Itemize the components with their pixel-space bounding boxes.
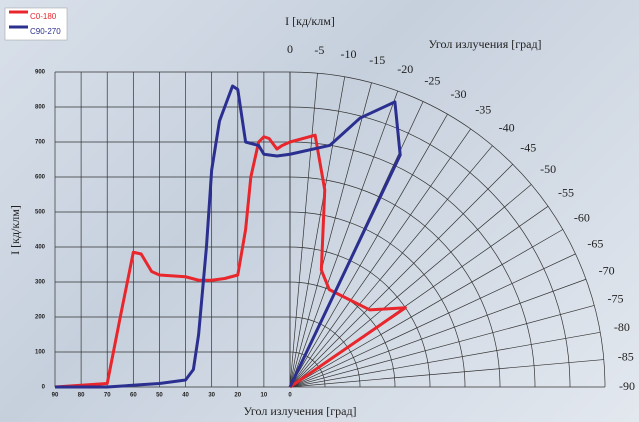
polar-tick-label: -80 <box>614 320 630 334</box>
polar-line <box>289 133 407 389</box>
polar-tick-label: -90 <box>619 379 635 393</box>
polar-spoke <box>289 76 346 388</box>
polar-spoke <box>289 82 372 388</box>
x-tick-label: 70 <box>104 393 111 399</box>
x-tick-label: 40 <box>182 393 189 399</box>
x-axis-label: Угол излучения [град] <box>243 404 356 418</box>
x-tick-label: 80 <box>78 393 85 399</box>
polar-tick-label: -55 <box>558 185 574 199</box>
polar-spoke <box>289 359 604 388</box>
y-tick-label: 500 <box>35 210 46 216</box>
polar-spoke <box>289 114 448 388</box>
y-tick-label: 400 <box>35 245 46 251</box>
polar-tick-label: -40 <box>499 121 515 135</box>
y-tick-label: 700 <box>35 140 46 146</box>
polar-spoke <box>289 253 576 388</box>
x-tick-label: 90 <box>52 393 59 399</box>
x-tick-label: 30 <box>208 393 215 399</box>
polar-tick-label: -65 <box>587 236 603 250</box>
polar-spoke <box>289 278 587 388</box>
top-label: I [кд/клм] <box>285 14 335 28</box>
polar-tick-label: -50 <box>540 162 556 176</box>
legend-label: C90-270 <box>30 27 61 36</box>
polar-tick-label: -75 <box>608 292 624 306</box>
x-tick-label: 10 <box>261 393 268 399</box>
y-tick-label: 800 <box>35 105 46 111</box>
x-tick-label: 50 <box>156 393 163 399</box>
polar-spoke <box>289 73 318 388</box>
polar-spoke <box>289 305 595 388</box>
polar-tick-label: -85 <box>618 349 634 363</box>
polar-tick-label: -70 <box>599 263 615 277</box>
polar-tick-label: -30 <box>451 87 467 101</box>
y-tick-label: 200 <box>35 315 46 321</box>
y-axis-label: I [кд/клм] <box>8 205 22 255</box>
polar-tick-label: -15 <box>369 53 385 67</box>
y-tick-label: 300 <box>35 280 46 286</box>
polar-spoke <box>289 164 513 388</box>
polar-spoke <box>289 331 601 388</box>
polar-tick-label: -10 <box>341 47 357 61</box>
series-line <box>54 135 291 389</box>
polar-spoke <box>289 145 493 388</box>
x-tick-label: 0 <box>288 393 292 399</box>
y-tick-label: 0 <box>42 385 46 391</box>
polar-spoke <box>289 90 399 388</box>
polar-spoke <box>289 184 532 388</box>
polar-spoke <box>289 229 563 388</box>
series-line <box>55 84 291 389</box>
polar-tick-label: -60 <box>574 210 590 224</box>
legend-label: C0-180 <box>30 12 57 21</box>
y-tick-label: 900 <box>35 70 46 76</box>
polar-tick-label: -45 <box>520 140 536 154</box>
polar-tick-label: -25 <box>424 73 440 87</box>
x-tick-label: 60 <box>130 393 137 399</box>
y-tick-label: 600 <box>35 175 46 181</box>
polar-label: Угол излучения [град] <box>428 37 541 51</box>
polar-line <box>288 100 402 388</box>
polar-tick-label: -5 <box>314 43 324 57</box>
polar-spoke <box>289 128 471 388</box>
y-tick-label: 100 <box>35 350 46 356</box>
polar-tick-label: -35 <box>475 103 491 117</box>
polar-tick-label: -20 <box>397 62 413 76</box>
x-tick-label: 20 <box>234 393 241 399</box>
polar-tick-label: 0 <box>287 42 293 56</box>
